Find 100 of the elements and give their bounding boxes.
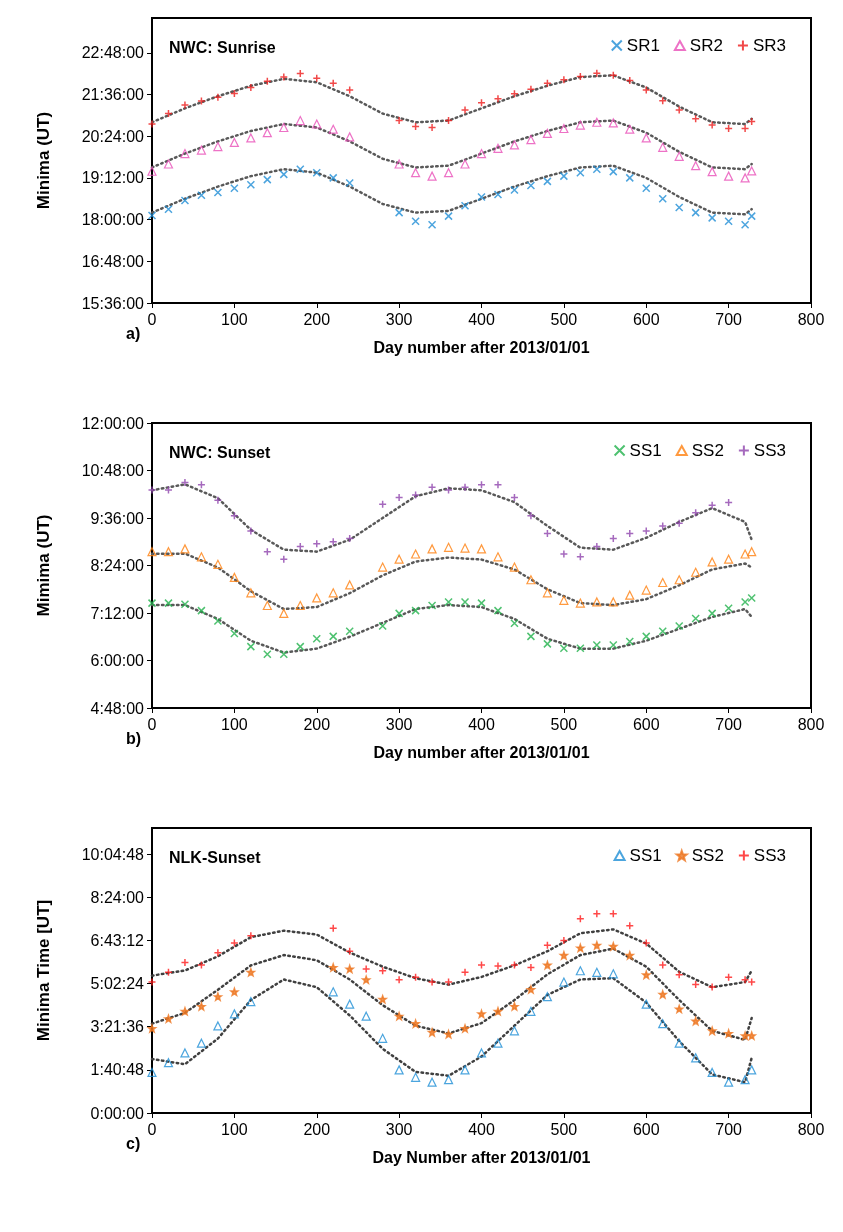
x-tick-label: 0 [147, 310, 157, 328]
text: b) [126, 729, 142, 747]
point [295, 600, 305, 611]
point [724, 1077, 734, 1087]
point [526, 85, 536, 94]
point [477, 480, 486, 489]
point [642, 526, 651, 536]
point [625, 921, 635, 931]
point [164, 204, 173, 214]
point [460, 968, 470, 977]
point [427, 544, 437, 554]
legend-label: SR1 [626, 36, 660, 55]
y-tick-label: 9:36:00 [90, 509, 145, 527]
point [411, 549, 421, 559]
point [747, 211, 756, 221]
x-tick-label: 500 [550, 715, 578, 733]
point [707, 1026, 717, 1036]
point [493, 552, 503, 562]
point [477, 598, 486, 608]
point [674, 1038, 684, 1048]
y-tick-label: 22:48:00 [81, 44, 145, 62]
y-tick-label: 19:12:00 [81, 169, 145, 187]
x-tick-label: 800 [797, 715, 825, 733]
point [328, 588, 338, 598]
point [394, 609, 404, 618]
point [147, 547, 157, 557]
point [213, 92, 223, 102]
point [427, 1077, 437, 1087]
point [460, 482, 470, 492]
point [575, 598, 585, 608]
point [592, 69, 602, 78]
point [180, 600, 190, 609]
point [747, 1031, 756, 1040]
point [279, 649, 289, 659]
point [197, 480, 206, 489]
point [147, 1067, 157, 1078]
point [180, 544, 190, 554]
point [707, 167, 717, 177]
x-tick-label: 400 [468, 1120, 495, 1138]
point [196, 1038, 207, 1048]
point [394, 493, 404, 502]
point [559, 936, 569, 945]
point [147, 1024, 157, 1033]
point [724, 604, 733, 613]
point [707, 1067, 717, 1078]
point [378, 499, 387, 509]
point [163, 159, 174, 169]
x-tick-label: 200 [303, 715, 331, 733]
point [296, 642, 305, 651]
point [559, 643, 569, 653]
point [674, 518, 684, 528]
point [476, 148, 487, 159]
point [444, 1029, 453, 1039]
point [476, 544, 487, 554]
point [592, 967, 602, 977]
point [163, 1058, 174, 1068]
point [345, 999, 355, 1009]
x-tick-label: 800 [797, 310, 825, 328]
point [747, 547, 757, 557]
legend-label: SS1 [629, 441, 662, 460]
x-tick-label: 400 [468, 715, 495, 733]
point [279, 72, 289, 82]
point [262, 128, 272, 138]
point [328, 79, 338, 88]
point [460, 1024, 470, 1033]
point [740, 597, 750, 607]
point [444, 977, 453, 987]
point [229, 1009, 239, 1019]
point [493, 190, 503, 199]
point [180, 148, 190, 159]
point [707, 557, 717, 567]
point [147, 166, 157, 176]
legend-label: SR2 [689, 36, 723, 55]
y-tick-label: 10:48:00 [81, 462, 145, 479]
point [575, 120, 585, 130]
point [493, 961, 503, 971]
line-series [150, 74, 753, 126]
point [328, 632, 338, 641]
point [510, 960, 519, 970]
point [147, 598, 157, 608]
point [229, 137, 239, 148]
point [460, 543, 470, 553]
line-series [150, 164, 753, 216]
point [263, 649, 272, 659]
point [296, 164, 305, 174]
point [740, 124, 750, 133]
point [575, 966, 585, 976]
point [625, 637, 635, 646]
point [411, 217, 420, 226]
point [674, 151, 684, 161]
point [279, 170, 289, 179]
point [747, 166, 757, 176]
point [559, 977, 569, 987]
point [394, 975, 404, 984]
point [493, 143, 503, 153]
point [164, 485, 173, 495]
x-tick-label: 700 [715, 310, 743, 328]
point [213, 948, 223, 958]
point [493, 94, 503, 103]
point [493, 480, 503, 489]
